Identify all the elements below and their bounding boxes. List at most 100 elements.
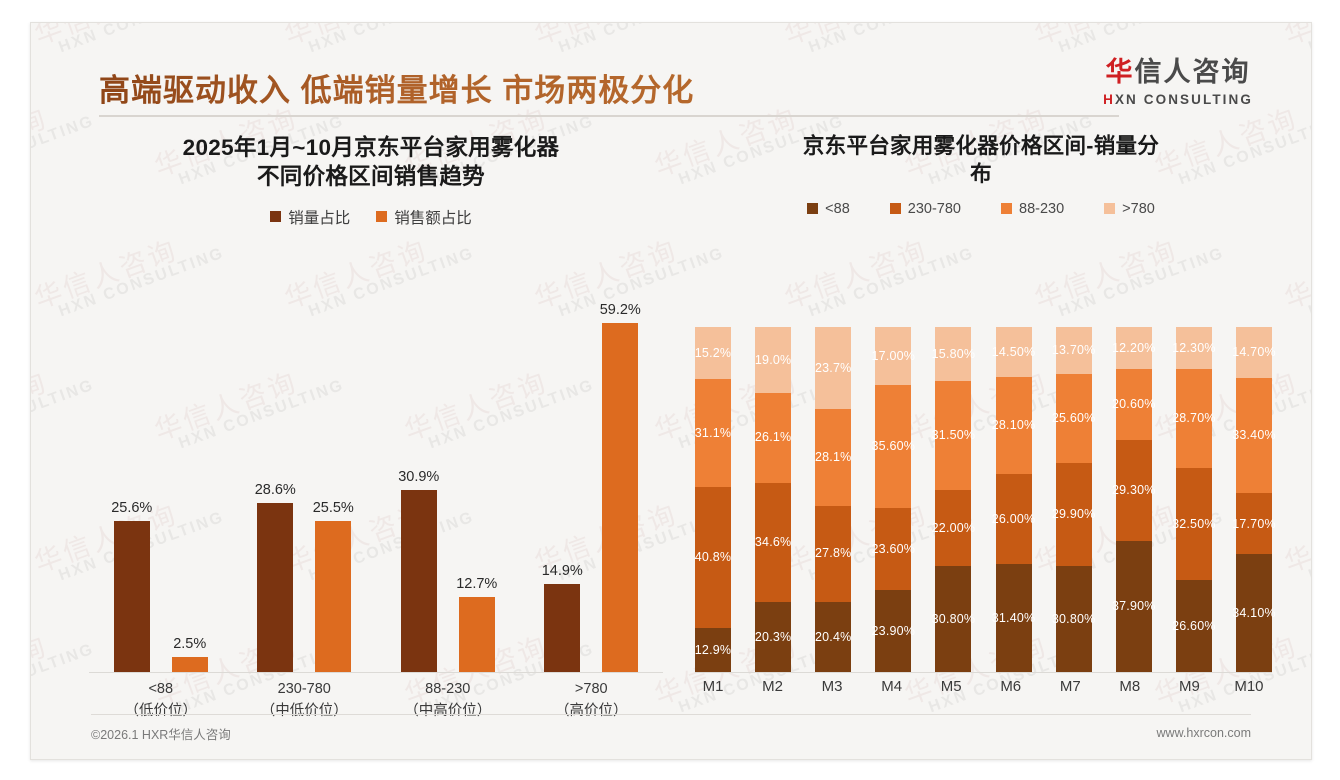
segment-value-label: 23.7% (815, 360, 852, 375)
stacked-bar-segment: 13.70% (1052, 327, 1095, 375)
segment-value-label: 14.50% (991, 344, 1036, 359)
stacked-bar[interactable]: 23.7% 28.1% 27.8% 20.4% (815, 308, 851, 672)
x-tick-sublabel: （低价位） (124, 703, 198, 720)
logo-en-rest: XN CONSULTING (1114, 92, 1253, 107)
stacked-bar[interactable]: 12.30% 28.70% 32.50% 26.60% (1172, 308, 1215, 672)
bar-rect (544, 584, 581, 672)
stacked-bar-segment: 14.70% (1232, 327, 1276, 379)
segment-value-label: 23.90% (871, 623, 916, 638)
segment-value-label: 12.9% (694, 642, 732, 657)
segment-value-label: 29.30% (1111, 483, 1156, 498)
stacked-bar-segment: 32.50% (1172, 468, 1215, 581)
legend-label: <88 (825, 200, 850, 217)
left-chart-bar[interactable]: 14.9% (542, 283, 583, 672)
segment-value-label: 40.8% (694, 549, 732, 564)
left-chart-bar[interactable]: 59.2% (599, 283, 641, 672)
stacked-bar-segment: 30.80% (932, 565, 975, 672)
segment-value-label: 31.1% (694, 425, 732, 440)
left-chart-bar-groups: 25.6% 2.5% 28.6% 25.5% 30.9% 12.7% 14.9% 59.2% (89, 283, 663, 672)
bar-value-label: 28.6% (254, 482, 296, 499)
stacked-bar[interactable]: 12.20% 20.60% 29.30% 37.90% (1112, 308, 1155, 672)
segment-value-label: 17.70% (1232, 516, 1276, 531)
x-axis-tick-label: 230-780 （中低价位） (233, 678, 377, 723)
right-chart-legend-item[interactable]: >780 (1104, 201, 1155, 217)
logo-chinese-text: 华信人咨询 (1103, 59, 1253, 86)
stacked-bar-segment: 17.70% (1232, 493, 1276, 555)
segment-value-label: 34.10% (1232, 605, 1276, 620)
logo-en-first: H (1103, 92, 1115, 107)
legend-swatch-icon (270, 211, 282, 222)
logo-cn-first: 华 (1105, 57, 1135, 87)
left-chart-bar[interactable]: 25.5% (313, 283, 354, 672)
left-chart-bar[interactable]: 2.5% (171, 283, 208, 672)
left-chart-bar[interactable]: 30.9% (398, 283, 439, 672)
bar-rect (257, 503, 294, 672)
stacked-bar-segment: 26.1% (755, 392, 791, 483)
stacked-bar[interactable]: 14.50% 28.10% 26.00% 31.40% (992, 308, 1035, 672)
segment-value-label: 27.8% (815, 546, 852, 561)
segment-value-label: 15.2% (694, 346, 732, 360)
left-chart-legend-item[interactable]: 销售额占比 (376, 206, 472, 228)
left-chart-bar[interactable]: 25.6% (111, 283, 152, 672)
right-chart-plot-area: 15.2% 31.1% 40.8% 12.9% 19.0% 26.1% 34.6% 20.3%… (691, 308, 1276, 673)
segment-value-label: 14.70% (1232, 345, 1276, 360)
bar-value-label: 59.2% (599, 301, 641, 318)
segment-value-label: 20.3% (754, 629, 792, 644)
x-tick-sublabel: （中低价位） (260, 703, 348, 720)
stacked-bar[interactable]: 15.80% 31.50% 22.00% 30.80% (932, 308, 975, 672)
x-tick-sublabel: （高价位） (555, 703, 628, 720)
right-chart-stacked-bars: 15.2% 31.1% 40.8% 12.9% 19.0% 26.1% 34.6% 20.3%… (695, 308, 1276, 672)
segment-value-label: 30.80% (1051, 611, 1096, 626)
bar-rect (602, 322, 639, 672)
stacked-bar[interactable]: 19.0% 26.1% 34.6% 20.3% (755, 308, 791, 672)
x-axis-tick-label: M7 (1059, 678, 1081, 695)
footer-divider (91, 714, 1251, 715)
stacked-bar-segment: 12.9% (694, 627, 732, 672)
legend-swatch-icon (1001, 203, 1012, 215)
segment-value-label: 20.4% (815, 629, 852, 644)
stacked-bar[interactable]: 17.00% 35.60% 23.60% 23.90% (872, 308, 915, 672)
left-chart-legend-item[interactable]: 销量占比 (270, 206, 350, 228)
stacked-bar-segment: 20.4% (815, 601, 852, 672)
segment-value-label: 20.60% (1111, 397, 1156, 412)
right-chart-legend-item[interactable]: 230-780 (889, 201, 961, 217)
x-axis-tick-label: M6 (1000, 678, 1022, 695)
footer-website: www.hxrcon.com (1156, 726, 1251, 740)
segment-value-label: 35.60% (871, 439, 916, 454)
stacked-bar[interactable]: 14.70% 33.40% 17.70% 34.10% (1232, 308, 1276, 672)
footer-copyright: ©2026.1 HXR华信人咨询 (91, 727, 231, 742)
stacked-bar-segment: 17.00% (872, 326, 915, 386)
right-chart-legend-item[interactable]: <88 (807, 201, 850, 217)
stacked-bar-segment: 30.80% (1052, 565, 1095, 672)
x-axis-tick-label: M3 (821, 678, 843, 695)
right-chart-legend-item[interactable]: 88-230 (1001, 201, 1064, 217)
legend-swatch-icon (889, 203, 901, 215)
segment-value-label: 28.10% (991, 418, 1036, 433)
x-axis-tick-label: M10 (1234, 678, 1264, 695)
segment-value-label: 29.90% (1051, 506, 1096, 521)
left-chart-x-axis-labels: <88 （低价位） 230-780 （中低价位） 88-230 （中高价位） >780 （高价… (89, 678, 663, 723)
stacked-bar-segment: 31.50% (932, 381, 975, 490)
stacked-bar-segment: 26.60% (1172, 580, 1215, 672)
segment-value-label: 23.60% (871, 541, 916, 556)
x-axis-tick-label: M9 (1178, 678, 1200, 695)
x-axis-tick-label: M1 (702, 678, 724, 695)
x-axis-tick-label: >780 （高价位） (520, 678, 664, 723)
stacked-bar[interactable]: 13.70% 25.60% 29.90% 30.80% (1052, 308, 1095, 672)
bar-value-label: 12.7% (456, 576, 498, 593)
segment-value-label: 33.40% (1232, 428, 1276, 443)
left-chart-bar[interactable]: 28.6% (254, 283, 296, 672)
left-chart-bar-group: 30.9% 12.7% (376, 283, 520, 672)
stacked-bar-segment: 20.60% (1112, 369, 1155, 441)
left-chart-bar[interactable]: 12.7% (456, 283, 498, 672)
segment-value-label: 34.6% (754, 535, 792, 550)
stacked-bar[interactable]: 15.2% 31.1% 40.8% 12.9% (695, 308, 731, 672)
segment-value-label: 15.80% (931, 346, 976, 361)
segment-value-label: 37.90% (1111, 599, 1156, 614)
right-chart-panel: 京东平台家用雾化器价格区间-销量分 布 <88 230-780 88-230 >780… (681, 133, 1281, 713)
